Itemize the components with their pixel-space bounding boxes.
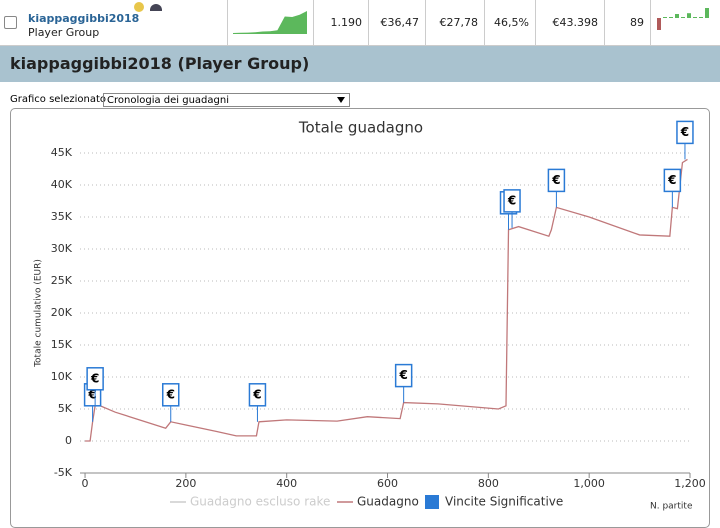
line-series — [85, 158, 688, 442]
flag-label: € — [667, 173, 676, 187]
x-tick-label: 600 — [377, 477, 398, 490]
header-title: kiappaggibbi2018 (Player Group) — [10, 54, 310, 73]
y-tick-label: 5K — [58, 402, 73, 415]
flag-label: € — [252, 387, 261, 401]
flag-label: € — [398, 368, 407, 382]
x-tick-label: 0 — [82, 477, 89, 490]
flag-label: € — [551, 173, 560, 187]
flag-label: € — [680, 125, 689, 139]
y-tick-label: 25K — [51, 274, 73, 287]
cell: €27,78 — [426, 0, 485, 45]
y-tick-label: 20K — [51, 306, 73, 319]
mini-bar — [687, 13, 691, 18]
games-cell: 1.190 — [314, 0, 369, 45]
y-tick-label: 0 — [65, 434, 72, 447]
flag — [248, 383, 267, 407]
shark-icon — [150, 4, 162, 11]
mini-bar — [705, 8, 709, 18]
header-bar: kiappaggibbi2018 (Player Group) — [0, 46, 720, 82]
mini-bar — [681, 17, 685, 18]
flag — [86, 367, 104, 391]
x-axis-label: N. partite — [650, 502, 693, 512]
mini-bar — [657, 18, 661, 30]
flag-label: € — [507, 193, 516, 207]
flag — [161, 383, 180, 407]
cell: €43.398 — [536, 0, 605, 45]
mini-bar — [693, 17, 697, 18]
y-tick-label: 15K — [51, 338, 73, 351]
y-tick-label: 45K — [51, 146, 73, 159]
chart: Totale guadagno Totale cumulativo (EUR) … — [34, 119, 706, 512]
x-tick-label: 800 — [478, 477, 499, 490]
flag-label: € — [87, 387, 96, 401]
cell: 46,5% — [485, 0, 536, 45]
mini-bar — [699, 17, 703, 18]
sparkline — [233, 11, 307, 34]
legend-label: Vincite Significative — [445, 495, 563, 509]
flag — [503, 189, 521, 213]
flag-label: € — [166, 387, 175, 401]
selector[interactable]: Cronologia dei guadagni — [103, 93, 350, 107]
mini-bars — [657, 8, 709, 30]
y-tick-label: -5K — [54, 466, 73, 479]
legend-label: Guadagno — [357, 495, 419, 509]
selector-value: Cronologia dei guadagni — [107, 95, 229, 106]
badge-icon — [134, 2, 144, 12]
legend-label: Guadagno escluso rake — [190, 495, 330, 509]
selector-label: Grafico selezionato — [10, 94, 107, 105]
x-tick-label: 200 — [175, 477, 196, 490]
cell: €36,47 — [369, 0, 426, 45]
flag-label: € — [90, 371, 99, 385]
flag — [547, 168, 566, 193]
y-tick-label: 40K — [51, 178, 73, 191]
sparkline-area — [233, 11, 307, 34]
y-axis-label: Totale cumulativo (EUR) — [34, 259, 44, 368]
x-tick-label: 400 — [276, 477, 297, 490]
player-name[interactable]: kiappaggibbi2018 — [28, 12, 140, 25]
x-tick-label: 1,200 — [674, 477, 706, 490]
mini-bar — [669, 17, 673, 18]
flag — [394, 363, 413, 388]
player-row: kiappaggibbi2018 Player Group 1.190 €36,… — [0, 0, 720, 46]
y-tick-label: 10K — [51, 370, 73, 383]
y-tick-label: 30K — [51, 242, 73, 255]
x-tick-label: 1,000 — [573, 477, 605, 490]
chart-title: Totale guadagno — [298, 119, 423, 137]
mini-bar — [675, 14, 679, 18]
mini-bar — [663, 17, 667, 18]
legend-swatch — [425, 495, 439, 509]
flag — [663, 168, 682, 193]
cell: 89 — [605, 0, 651, 45]
player-group: Player Group — [28, 26, 100, 39]
flag — [676, 120, 694, 145]
checkbox[interactable] — [4, 16, 17, 29]
y-tick-label: 35K — [51, 210, 73, 223]
dropdown-arrow — [337, 97, 345, 103]
